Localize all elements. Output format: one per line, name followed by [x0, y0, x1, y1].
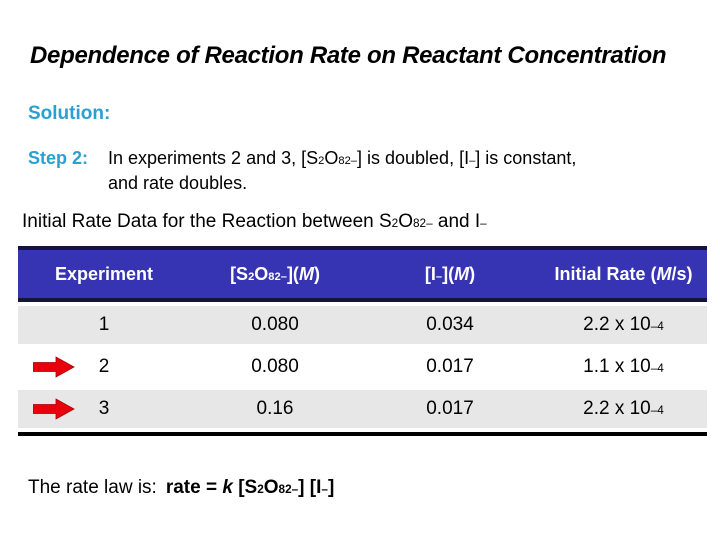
iodide-conc-cell: 0.034 — [426, 314, 474, 335]
table-bottom-border — [18, 432, 707, 436]
column-header-s2o8-conc: [S2O82–](M) — [230, 263, 320, 284]
initial-rate-cell: 2.2 x 10–4 — [583, 398, 664, 419]
table-row: 1 0.080 0.034 2.2 x 10–4 — [18, 306, 707, 344]
step-2-text: In experiments 2 and 3, [S2O82–] is doub… — [108, 146, 576, 196]
rate-law-prefix: The rate law is: — [28, 477, 157, 498]
initial-rate-cell: 2.2 x 10–4 — [583, 314, 664, 335]
initial-rate-cell: 1.1 x 10–4 — [583, 356, 664, 377]
experiment-cell: 1 — [98, 314, 110, 335]
column-header-iodide-conc: [I–](M) — [424, 263, 476, 284]
column-header-experiment: Experiment — [54, 263, 154, 284]
table-row: 2 0.080 0.017 1.1 x 10–4 — [18, 348, 707, 386]
step-2-label: Step 2: — [28, 148, 89, 168]
slide-title: Dependence of Reaction Rate on Reactant … — [30, 42, 667, 69]
initial-rate-table: Experiment [S2O82–](M) [I–](M) Initial R… — [18, 246, 707, 436]
solution-label: Solution: — [28, 103, 111, 124]
step-2-line1: In experiments 2 and 3, [S2O82–] is doub… — [108, 148, 577, 168]
red-arrow-icon — [33, 398, 75, 420]
iodide-conc-cell: 0.017 — [426, 356, 474, 377]
experiment-cell: 3 — [98, 398, 110, 419]
table-header-row: Experiment [S2O82–](M) [I–](M) Initial R… — [18, 246, 707, 302]
rate-law-equation: rate = k [S2O82–] [I–] — [165, 477, 335, 498]
table-row: 3 0.16 0.017 2.2 x 10–4 — [18, 390, 707, 428]
s2o8-conc-cell: 0.16 — [256, 398, 294, 419]
table-body: 1 0.080 0.034 2.2 x 10–4 2 0.080 0.017 1… — [18, 306, 707, 428]
red-arrow-icon — [33, 356, 75, 378]
table-caption: Initial Rate Data for the Reaction betwe… — [22, 211, 487, 232]
step-2-block: Step 2: In experiments 2 and 3, [S2O82–]… — [28, 146, 576, 196]
experiment-cell: 2 — [98, 356, 110, 377]
step-2-line2: and rate doubles. — [108, 173, 248, 193]
iodide-conc-cell: 0.017 — [426, 398, 474, 419]
s2o8-conc-cell: 0.080 — [251, 356, 299, 377]
column-header-initial-rate: Initial Rate (M/s) — [554, 263, 693, 284]
rate-law-line: The rate law is: rate = k [S2O82–] [I–] — [28, 477, 334, 499]
s2o8-conc-cell: 0.080 — [251, 314, 299, 335]
